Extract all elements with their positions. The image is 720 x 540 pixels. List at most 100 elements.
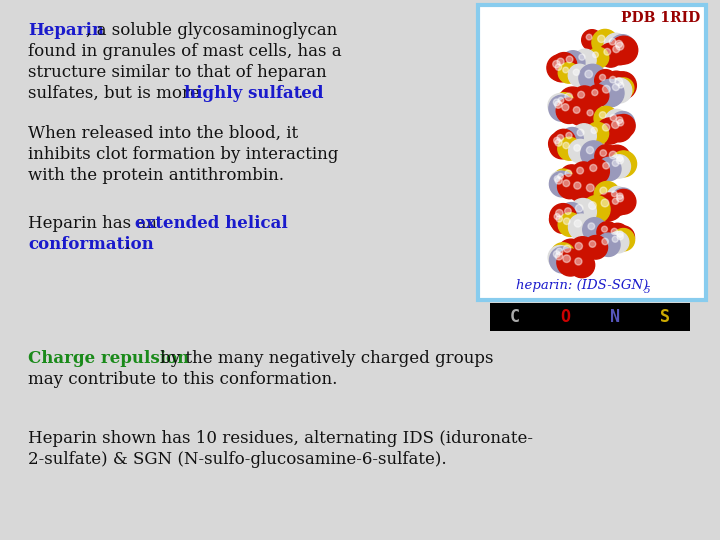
Text: Heparin: Heparin — [28, 22, 104, 39]
Text: N: N — [610, 308, 620, 326]
Circle shape — [586, 146, 593, 154]
Text: heparin: (IDS-SGN): heparin: (IDS-SGN) — [516, 279, 648, 292]
Circle shape — [577, 167, 583, 174]
Circle shape — [549, 95, 575, 122]
Text: found in granules of mast cells, has a: found in granules of mast cells, has a — [28, 43, 341, 60]
Circle shape — [572, 86, 597, 110]
Circle shape — [587, 85, 609, 106]
Text: structure similar to that of heparan: structure similar to that of heparan — [28, 64, 327, 81]
Circle shape — [548, 246, 572, 269]
Circle shape — [582, 105, 604, 127]
Circle shape — [597, 233, 620, 256]
Circle shape — [612, 198, 618, 204]
Text: conformation: conformation — [28, 236, 154, 253]
Text: Heparin shown has 10 residues, alternating IDS (iduronate-: Heparin shown has 10 residues, alternati… — [28, 430, 533, 447]
Text: may contribute to this conformation.: may contribute to this conformation. — [28, 371, 338, 388]
Circle shape — [557, 98, 582, 124]
Circle shape — [559, 202, 583, 226]
Circle shape — [570, 252, 595, 278]
Circle shape — [611, 228, 618, 235]
Circle shape — [582, 218, 607, 241]
Circle shape — [610, 76, 616, 83]
Circle shape — [613, 46, 620, 52]
Circle shape — [592, 90, 598, 96]
Circle shape — [603, 163, 609, 169]
Circle shape — [612, 151, 634, 172]
Circle shape — [588, 201, 596, 210]
Circle shape — [599, 112, 606, 118]
Circle shape — [605, 110, 628, 132]
Circle shape — [582, 30, 603, 50]
Circle shape — [607, 186, 627, 207]
Circle shape — [590, 165, 597, 172]
Circle shape — [612, 237, 618, 242]
Circle shape — [555, 139, 562, 146]
Circle shape — [556, 248, 563, 255]
Bar — [490, 303, 690, 331]
Circle shape — [570, 199, 596, 225]
Circle shape — [563, 180, 570, 187]
Circle shape — [563, 142, 570, 149]
Circle shape — [593, 52, 598, 58]
Circle shape — [598, 157, 621, 181]
Circle shape — [572, 124, 596, 149]
Circle shape — [547, 55, 573, 81]
Circle shape — [617, 233, 624, 240]
Circle shape — [565, 170, 572, 177]
Circle shape — [554, 214, 560, 219]
Circle shape — [598, 43, 623, 67]
Circle shape — [582, 195, 610, 223]
Circle shape — [600, 75, 606, 80]
Circle shape — [549, 132, 572, 155]
Circle shape — [570, 237, 595, 263]
Circle shape — [577, 91, 585, 98]
Circle shape — [579, 64, 606, 92]
Circle shape — [612, 114, 635, 137]
Circle shape — [612, 188, 634, 211]
Circle shape — [554, 176, 560, 181]
Circle shape — [596, 79, 624, 107]
Circle shape — [575, 242, 582, 250]
Circle shape — [579, 54, 585, 60]
Circle shape — [592, 29, 618, 56]
Text: .: . — [124, 236, 130, 253]
Circle shape — [573, 107, 580, 113]
Text: inhibits clot formation by interacting: inhibits clot formation by interacting — [28, 146, 338, 163]
Text: PDB 1RID: PDB 1RID — [621, 11, 700, 25]
Circle shape — [563, 67, 569, 73]
Circle shape — [584, 235, 608, 259]
Text: C: C — [510, 308, 520, 326]
Circle shape — [557, 249, 584, 276]
Circle shape — [568, 177, 594, 202]
Circle shape — [604, 71, 628, 95]
Circle shape — [553, 93, 575, 114]
Circle shape — [575, 205, 583, 212]
Circle shape — [553, 60, 560, 68]
Text: with the protein antithrombin.: with the protein antithrombin. — [28, 167, 284, 184]
Circle shape — [554, 169, 573, 189]
Circle shape — [617, 231, 624, 237]
Circle shape — [554, 251, 560, 258]
Circle shape — [589, 241, 595, 247]
Circle shape — [609, 151, 617, 159]
Text: 2-sulfate) & SGN (N-sulfo-glucosamine-6-sulfate).: 2-sulfate) & SGN (N-sulfo-glucosamine-6-… — [28, 451, 446, 468]
Circle shape — [557, 58, 564, 65]
Circle shape — [557, 174, 582, 199]
Circle shape — [574, 49, 596, 71]
Text: highly sulfated: highly sulfated — [184, 85, 323, 102]
Circle shape — [564, 218, 570, 225]
Circle shape — [555, 64, 562, 70]
Circle shape — [612, 226, 634, 248]
Circle shape — [591, 127, 598, 133]
Circle shape — [573, 69, 580, 76]
Circle shape — [555, 253, 562, 260]
Circle shape — [611, 191, 617, 197]
Circle shape — [550, 204, 577, 231]
Circle shape — [552, 129, 575, 153]
Circle shape — [558, 97, 564, 103]
Circle shape — [549, 171, 570, 192]
Circle shape — [610, 114, 616, 121]
Circle shape — [551, 243, 575, 267]
Circle shape — [574, 182, 581, 189]
Circle shape — [558, 137, 581, 160]
